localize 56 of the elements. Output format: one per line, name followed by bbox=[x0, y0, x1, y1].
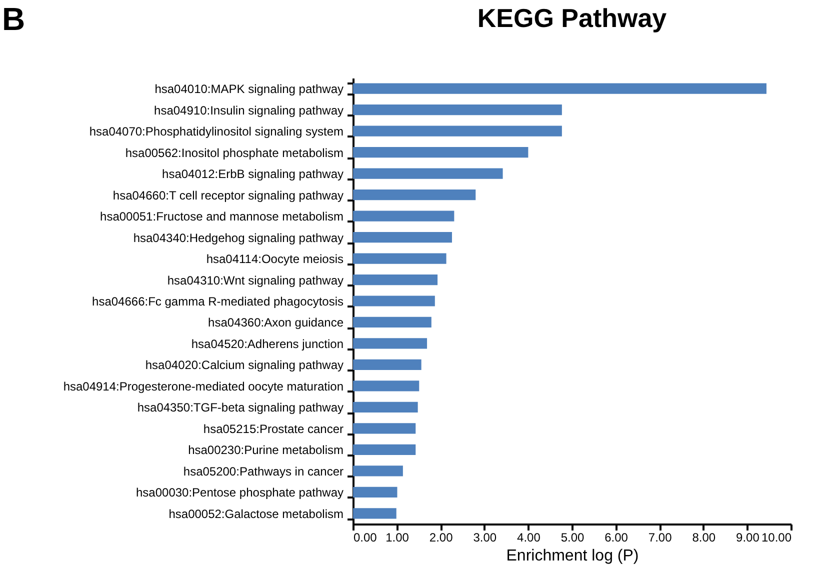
bar bbox=[353, 147, 528, 158]
bar bbox=[353, 316, 432, 328]
y-tick-label: hsa05200:Pathways in cancer bbox=[183, 464, 344, 478]
x-tick-label: 5.00 bbox=[560, 530, 584, 544]
bar bbox=[353, 508, 396, 519]
text: B bbox=[2, 1, 26, 37]
bar bbox=[353, 402, 418, 412]
x-tick-label: 7.00 bbox=[648, 530, 672, 544]
y-tick-label: hsa04012:ErbB signaling pathway bbox=[162, 167, 344, 182]
y-tick-label: hsa00562:Inositol phosphate metabolism bbox=[125, 146, 344, 160]
bar bbox=[353, 190, 476, 200]
y-tick-label: hsa04070:Phosphatidylinositol signaling system bbox=[89, 124, 344, 139]
y-tick-label: hsa04010:MAPK signaling pathway bbox=[154, 82, 344, 96]
bar bbox=[353, 380, 420, 392]
y-tick-label: hsa04660:T cell receptor signaling pathway bbox=[112, 188, 344, 202]
x-tick-label: 4.00 bbox=[517, 530, 541, 544]
bar bbox=[353, 210, 454, 222]
y-tick-label: hsa04666:Fc gamma R-mediated phagocytosis bbox=[92, 294, 344, 308]
x-tick-label: 0.00 bbox=[354, 530, 378, 544]
bar bbox=[353, 253, 446, 264]
y-tick-label: hsa04914:Progesterone-mediated oocyte maturation bbox=[63, 379, 344, 394]
x-tick-label: 1.00 bbox=[386, 530, 410, 544]
bar bbox=[353, 232, 452, 243]
y-tick-label: hsa04350:TGF-beta signaling pathway bbox=[137, 400, 344, 415]
x-tick-label: 10.00 bbox=[761, 530, 792, 544]
x-axis-title: Enrichment log (P) bbox=[506, 548, 639, 564]
x-tick-label: 8.00 bbox=[692, 530, 716, 544]
bar bbox=[353, 338, 428, 349]
y-tick-label: hsa04310:Wnt signaling pathway bbox=[167, 273, 344, 288]
bar bbox=[353, 423, 416, 434]
y-tick-label: hsa04020:Calcium signaling pathway bbox=[145, 358, 344, 372]
y-tick-label: hsa00030:Pentose phosphate pathway bbox=[136, 486, 344, 500]
x-tick-label: 6.00 bbox=[604, 530, 628, 544]
bar bbox=[353, 83, 766, 94]
y-tick-label: hsa04910:Insulin signaling pathway bbox=[154, 103, 344, 118]
bar bbox=[353, 359, 422, 370]
bar bbox=[353, 486, 398, 498]
y-tick-label: hsa04360:Axon guidance bbox=[208, 316, 344, 330]
y-tick-label: hsa00051:Fructose and mannose metabolism bbox=[100, 210, 344, 224]
bar bbox=[353, 168, 503, 179]
bar bbox=[353, 104, 562, 116]
bar bbox=[353, 274, 438, 286]
chart-title: KEGG Pathway bbox=[477, 3, 668, 33]
y-tick-label: hsa00052:Galactose metabolism bbox=[168, 506, 344, 521]
y-tick-label: hsa00230:Purine metabolism bbox=[188, 443, 344, 458]
y-tick-label: hsa05215:Prostate cancer bbox=[203, 422, 344, 436]
y-tick-label: hsa04520:Adherens junction bbox=[191, 336, 344, 351]
y-tick-label: hsa04340:Hedgehog signaling pathway bbox=[133, 230, 344, 245]
bar bbox=[353, 296, 435, 306]
y-tick-label: hsa04114:Oocyte meiosis bbox=[206, 252, 344, 266]
x-tick-label: 3.00 bbox=[473, 530, 497, 544]
x-tick-label: 9.00 bbox=[736, 530, 760, 544]
x-tick-label: 2.00 bbox=[429, 530, 454, 544]
bar bbox=[353, 466, 403, 476]
bar bbox=[353, 126, 562, 136]
bar bbox=[353, 444, 416, 455]
